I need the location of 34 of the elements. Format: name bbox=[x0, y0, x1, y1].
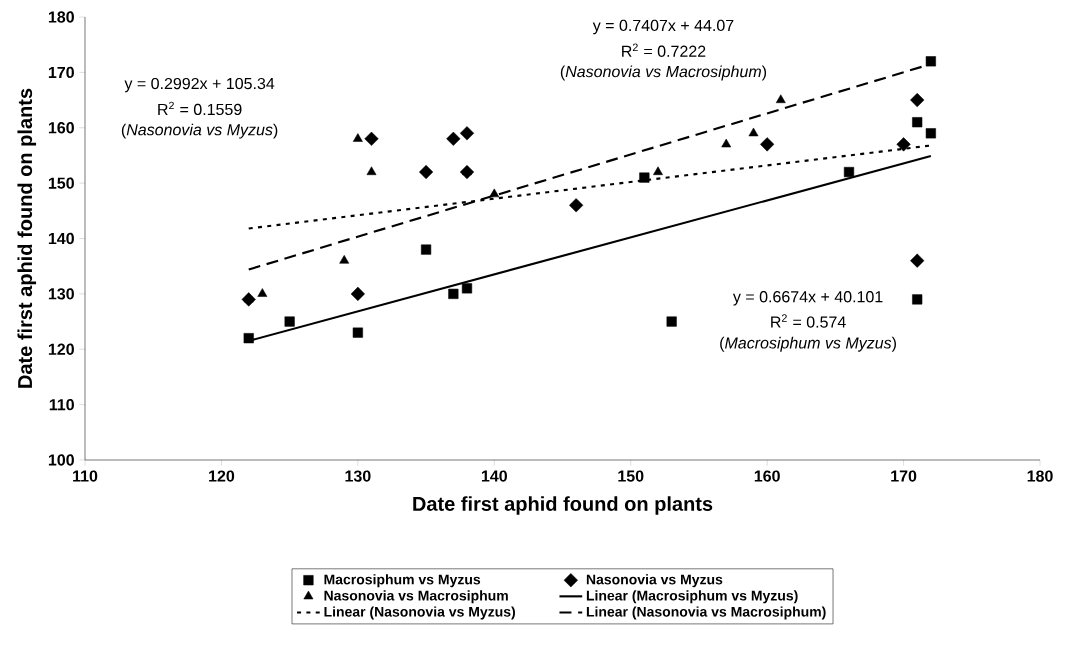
x-tick-label: 180 bbox=[1027, 470, 1053, 482]
y-tick-label: 110 bbox=[49, 398, 74, 411]
annotation: R$^{2}$ = 0.1559 bbox=[158, 101, 242, 116]
x-tick-label: 120 bbox=[209, 470, 235, 482]
annotation: y = 0.2992x + 105.34 bbox=[124, 77, 275, 93]
y-tick-label: 160 bbox=[48, 122, 74, 134]
annotation: R$^{2}$ = 0.7222 bbox=[622, 43, 706, 57]
x-tick-label: 110 bbox=[73, 470, 98, 482]
y-tick-label: 170 bbox=[48, 66, 74, 79]
annotation: (Nasonovia vs Myzus) bbox=[121, 123, 278, 139]
annotation: (Nasonovia vs Macrosiphum) bbox=[560, 65, 767, 81]
x-tick-label: 170 bbox=[891, 470, 917, 482]
annotation: (Macrosiphum vs Myzus) bbox=[720, 336, 896, 352]
y-tick-label: 100 bbox=[48, 454, 74, 466]
x-axis-title: Date first aphid found on plants bbox=[413, 496, 713, 515]
legend-label: Linear (Nasonovia vs Myzus) bbox=[324, 606, 515, 620]
y-tick-label: 150 bbox=[48, 177, 74, 189]
annotation: R$^{2}$ = 0.574 bbox=[771, 314, 846, 328]
legend-label: Nasonovia vs Macrosiphum bbox=[324, 590, 508, 604]
annotation: y = 0.6674x + 40.101 bbox=[732, 291, 883, 306]
x-tick-label: 160 bbox=[754, 470, 780, 482]
x-tick-label: 150 bbox=[618, 470, 644, 482]
x-tick-label: 140 bbox=[481, 470, 507, 482]
legend-label: Linear (Nasonovia vs Macrosiphum) bbox=[586, 606, 826, 620]
legend-label: Linear (Macrosiphum vs Myzus) bbox=[586, 590, 798, 604]
y-tick-label: 140 bbox=[48, 232, 74, 245]
y-axis-title: Date first aphid found on plants bbox=[17, 88, 37, 388]
x-tick-label: 130 bbox=[345, 470, 371, 482]
annotation: y = 0.7407x + 44.07 bbox=[592, 19, 734, 35]
legend-label: Nasonovia vs Myzus bbox=[586, 574, 723, 588]
y-tick-label: 180 bbox=[48, 11, 74, 23]
y-tick-label: 120 bbox=[48, 343, 74, 355]
legend-label: Macrosiphum vs Myzus bbox=[324, 574, 481, 588]
y-tick-label: 130 bbox=[48, 288, 74, 300]
